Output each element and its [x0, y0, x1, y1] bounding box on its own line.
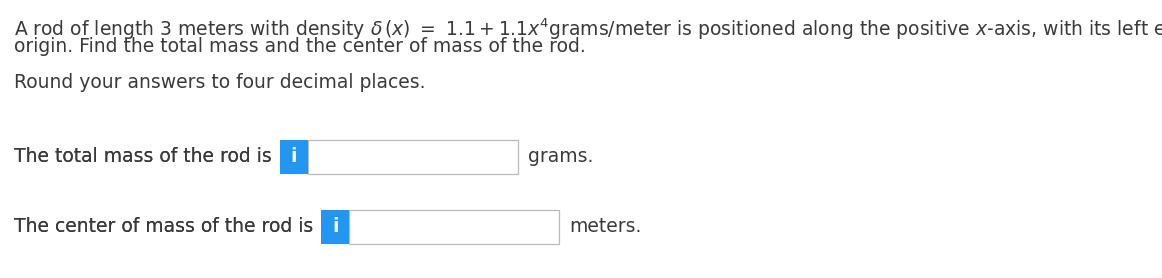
Bar	[308, 140, 518, 174]
Text: i: i	[290, 148, 297, 167]
Text: Round your answers to four decimal places.: Round your answers to four decimal place…	[14, 73, 425, 92]
Text: meters.: meters.	[569, 217, 641, 237]
Text: The total mass of the rod is: The total mass of the rod is	[14, 148, 272, 167]
Bar	[280, 140, 308, 174]
Bar	[350, 210, 559, 244]
Text: The total mass of the rod is: The total mass of the rod is	[14, 148, 272, 167]
Text: The center of mass of the rod is: The center of mass of the rod is	[14, 217, 314, 237]
Bar	[321, 210, 350, 244]
Text: A rod of length 3 meters with density $\delta\,(x)$ $=$ $1.1 + 1.1x^{4}$grams/me: A rod of length 3 meters with density $\…	[14, 16, 1162, 41]
Text: grams.: grams.	[528, 148, 593, 167]
Text: i: i	[332, 217, 338, 237]
Text: The center of mass of the rod is: The center of mass of the rod is	[14, 217, 314, 237]
Text: origin. Find the total mass and the center of mass of the rod.: origin. Find the total mass and the cent…	[14, 37, 586, 56]
